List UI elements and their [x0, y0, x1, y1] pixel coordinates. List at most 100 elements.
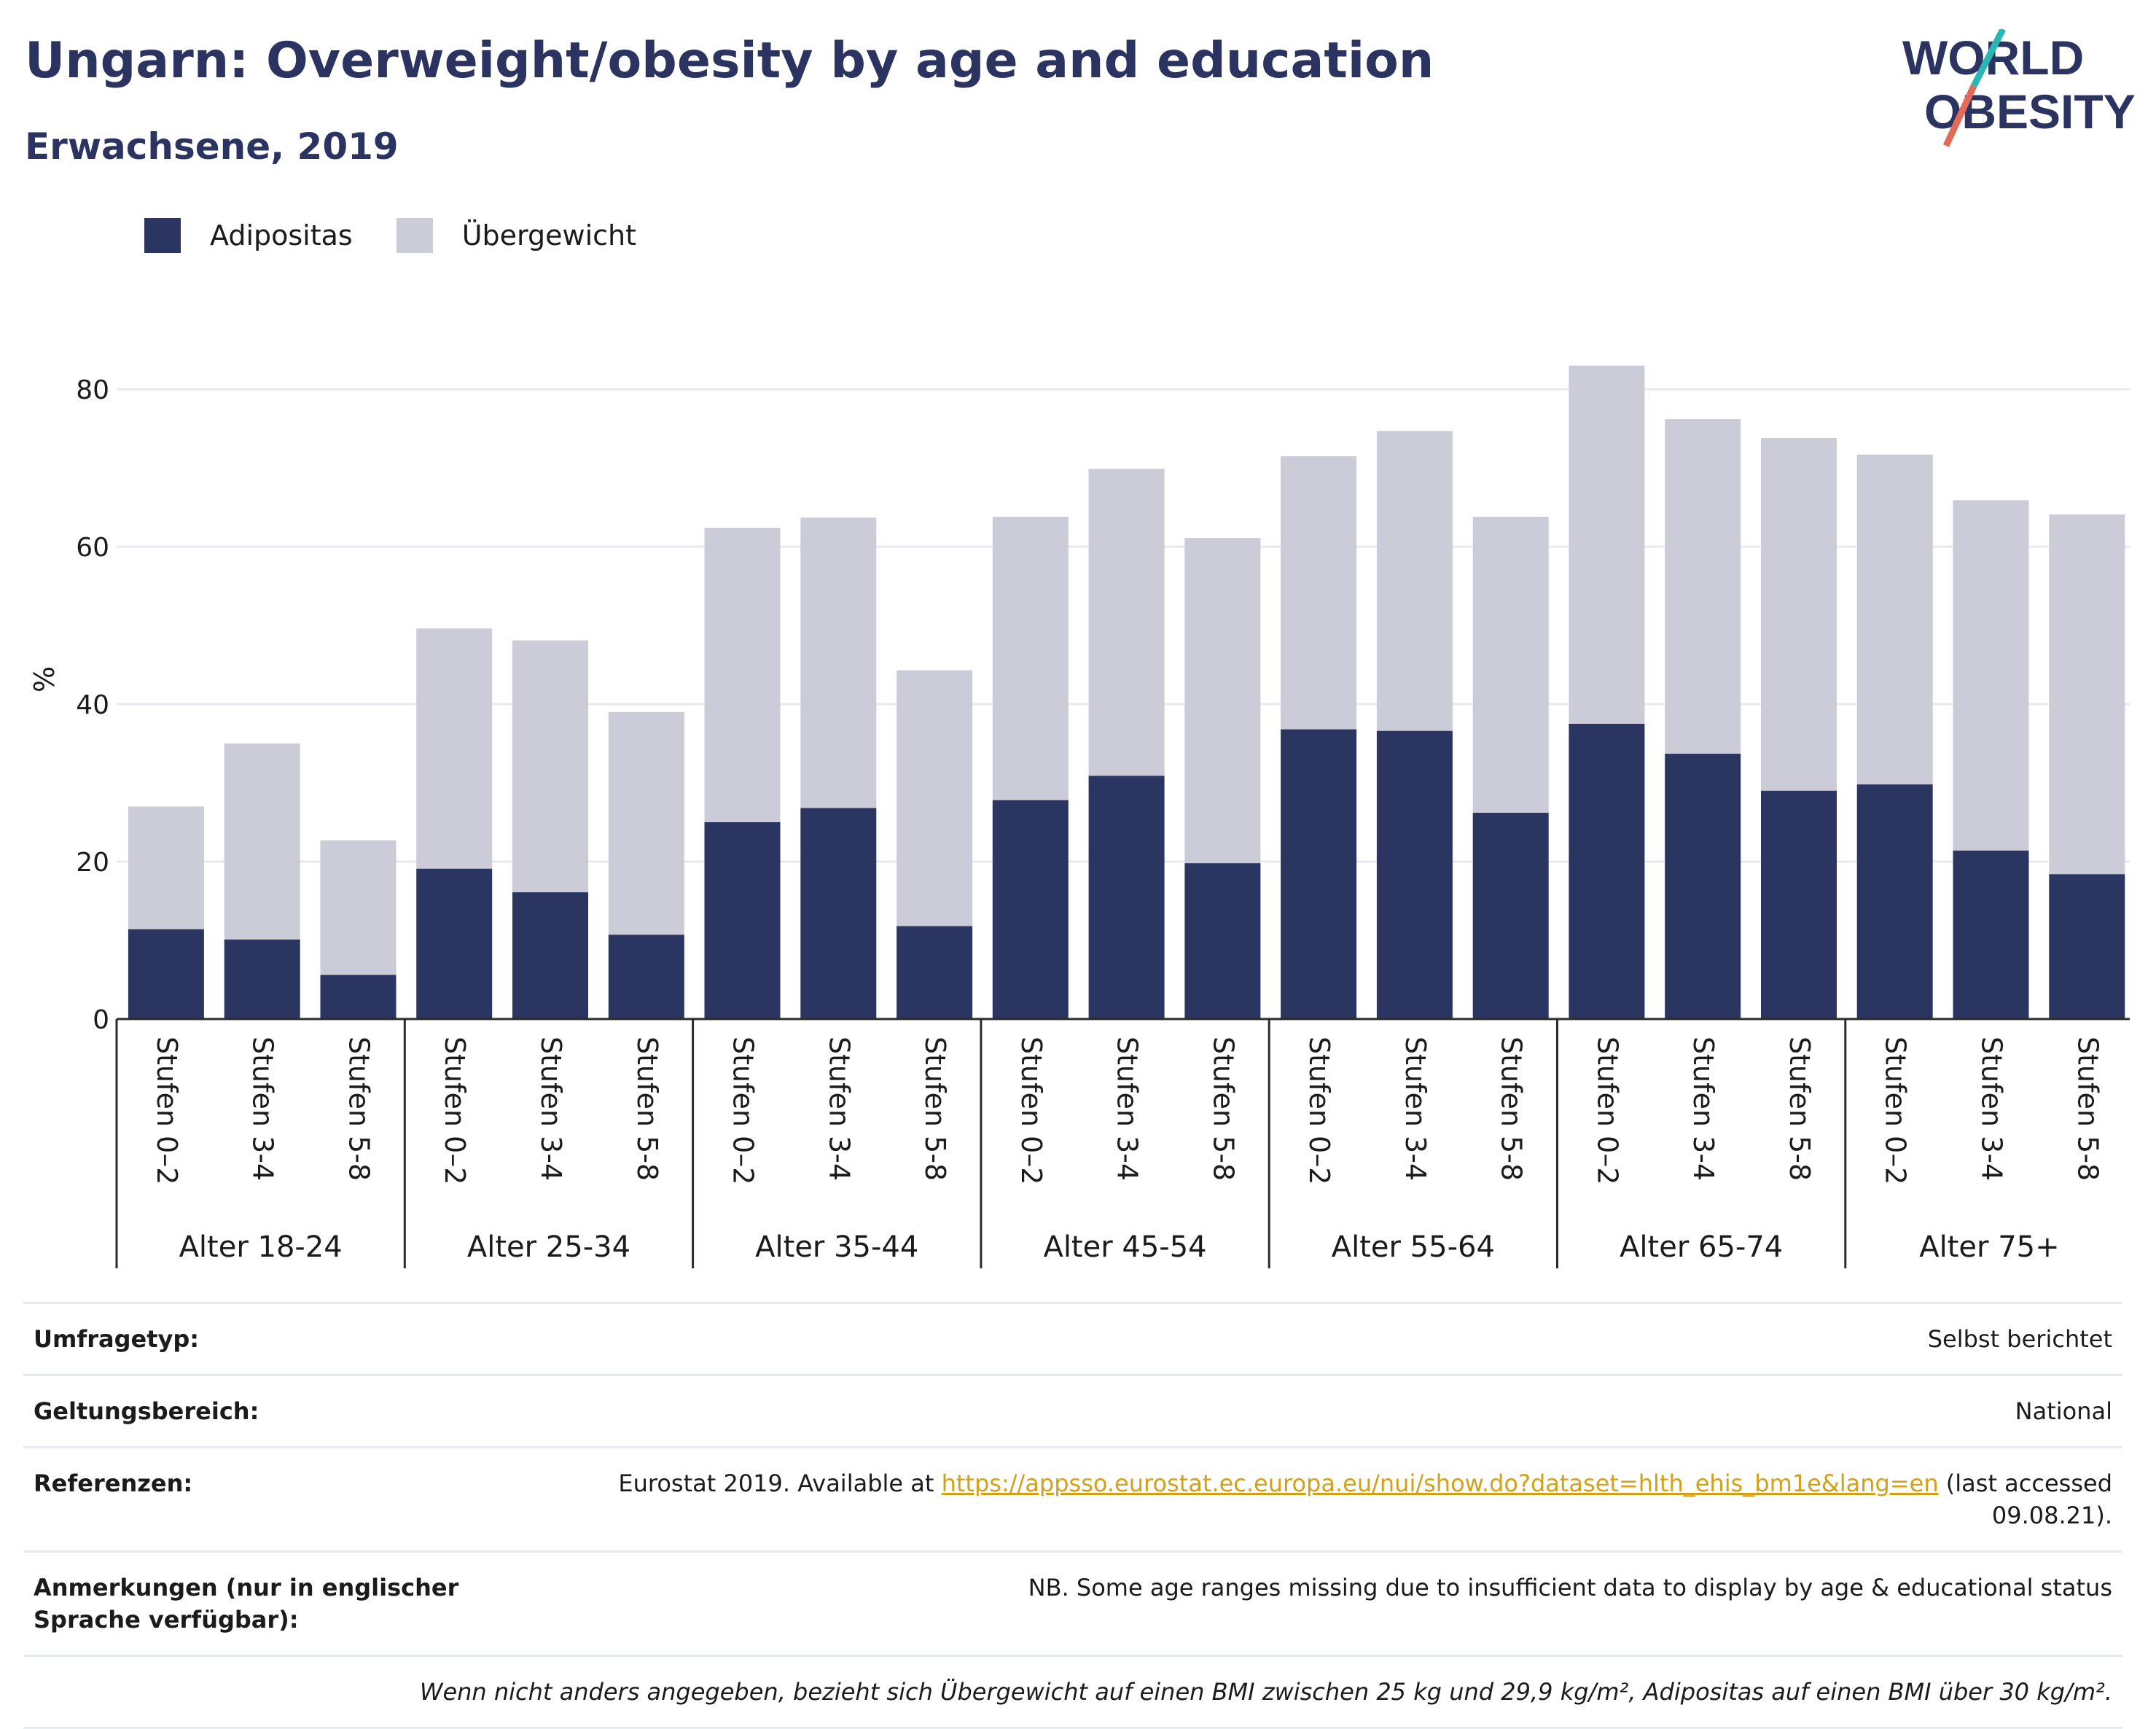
x-subcategory-label: Stufen 0–2	[1015, 1037, 1047, 1184]
y-tick-label: 20	[76, 848, 109, 878]
meta-row-scope: Geltungsbereich: National	[23, 1374, 2122, 1446]
scope-value: National	[2015, 1397, 2112, 1425]
x-subcategory-label: Stufen 0–2	[1591, 1037, 1623, 1184]
y-tick-label: 60	[76, 533, 109, 563]
bar-adipositas	[1569, 724, 1645, 1019]
x-group-label: Alter 35-44	[755, 1230, 918, 1264]
x-subcategory-label: Stufen 5-8	[343, 1037, 375, 1181]
legend-swatch-adipositas	[144, 218, 181, 253]
metadata-table: Umfragetyp: Selbst berichtet Geltungsber…	[23, 1302, 2122, 1729]
references-suffix: (last accessed 09.08.21).	[1938, 1470, 2112, 1529]
bar-uebergewicht	[128, 806, 204, 929]
x-group-label: Alter 25-34	[467, 1230, 630, 1264]
references-prefix: Eurostat 2019. Available at	[618, 1470, 942, 1497]
x-subcategory-label: Stufen 0–2	[1880, 1037, 1912, 1184]
bar-adipositas	[224, 939, 300, 1019]
x-subcategory-label: Stufen 0–2	[151, 1037, 183, 1184]
x-group-label: Alter 75+	[1919, 1230, 2059, 1264]
bar-adipositas	[416, 868, 493, 1019]
x-subcategory-label: Stufen 5-8	[919, 1037, 951, 1181]
definition-text: Wenn nicht anders angegeben, bezieht sic…	[419, 1678, 2112, 1706]
notes-value: NB. Some age ranges missing due to insuf…	[1028, 1574, 2112, 1601]
references-link[interactable]: https://appsso.eurostat.ec.europa.eu/nui…	[941, 1470, 1939, 1497]
x-subcategory-label: Stufen 0–2	[439, 1037, 471, 1184]
x-subcategory-label: Stufen 3-4	[1976, 1037, 2008, 1181]
bar-adipositas	[704, 822, 781, 1019]
bar-uebergewicht	[897, 670, 973, 926]
bar-uebergewicht	[1569, 365, 1645, 724]
bar-uebergewicht	[1184, 538, 1261, 864]
legend-item-uebergewicht: Übergewicht	[396, 218, 636, 253]
x-subcategory-label: Stufen 5-8	[1496, 1037, 1528, 1181]
x-subcategory-label: Stufen 0–2	[1303, 1037, 1335, 1184]
meta-row-notes: Anmerkungen (nur in englischer Sprache v…	[23, 1550, 2122, 1655]
bar-adipositas	[897, 926, 973, 1019]
meta-row-definition: Wenn nicht anders angegeben, bezieht sic…	[23, 1655, 2122, 1729]
bar-adipositas	[1472, 813, 1549, 1019]
x-group-label: Alter 45-54	[1043, 1230, 1206, 1264]
logo-line1: WORLD	[1902, 31, 2084, 85]
x-subcategory-label: Stufen 3-4	[1112, 1037, 1144, 1181]
page-title: Ungarn: Overweight/obesity by age and ed…	[25, 32, 1434, 90]
bar-uebergewicht	[512, 640, 588, 893]
bar-adipositas	[992, 800, 1069, 1019]
bar-uebergewicht	[1088, 469, 1165, 776]
bar-adipositas	[1953, 850, 2029, 1019]
bar-uebergewicht	[416, 628, 493, 869]
bar-uebergewicht	[704, 528, 781, 822]
bar-uebergewicht	[1761, 437, 1837, 791]
bar-uebergewicht	[1472, 516, 1549, 813]
bar-adipositas	[608, 934, 684, 1019]
bar-uebergewicht	[1665, 419, 1741, 754]
legend-label-adipositas: Adipositas	[210, 219, 353, 251]
y-tick-label: 80	[76, 375, 109, 405]
legend-swatch-uebergewicht	[396, 218, 433, 253]
x-subcategory-label: Stufen 0–2	[727, 1037, 759, 1184]
references-value: Eurostat 2019. Available at https://apps…	[558, 1467, 2112, 1531]
bar-uebergewicht	[608, 711, 684, 935]
x-subcategory-label: Stufen 3-4	[1687, 1037, 1719, 1181]
meta-row-references: Referenzen: Eurostat 2019. Available at …	[23, 1446, 2122, 1550]
x-subcategory-label: Stufen 3-4	[823, 1037, 855, 1181]
chart-legend: Adipositas Übergewicht	[144, 217, 680, 254]
y-tick-label: 40	[76, 690, 109, 720]
bar-uebergewicht	[2049, 514, 2125, 875]
bar-uebergewicht	[1281, 456, 1357, 730]
bar-adipositas	[1665, 754, 1741, 1019]
bar-uebergewicht	[1953, 500, 2029, 851]
bar-uebergewicht	[1376, 431, 1453, 731]
y-axis-label: %	[28, 666, 60, 692]
x-subcategory-label: Stufen 5-8	[631, 1037, 663, 1181]
bar-adipositas	[1376, 730, 1453, 1019]
stacked-bar-chart: 0 20 40 60 80% Stufen 0–2 Stufen 3-4 Stufen 5-8…	[28, 365, 2130, 1268]
legend-item-adipositas: Adipositas	[144, 218, 353, 253]
page-subtitle: Erwachsene, 2019	[25, 125, 399, 168]
x-group-label: Alter 18-24	[179, 1230, 343, 1264]
bar-uebergewicht	[1856, 454, 1933, 785]
survey-type-value: Selbst berichtet	[1927, 1325, 2112, 1353]
bar-adipositas	[1761, 790, 1837, 1019]
bar-adipositas	[320, 975, 397, 1019]
x-subcategory-label: Stufen 5-8	[1207, 1037, 1239, 1181]
bar-adipositas	[800, 808, 877, 1019]
bar-adipositas	[512, 892, 588, 1019]
x-subcategory-label: Stufen 5-8	[2071, 1037, 2104, 1181]
bar-adipositas	[2049, 874, 2125, 1019]
bar-adipositas	[128, 929, 204, 1019]
scope-label: Geltungsbereich:	[34, 1397, 259, 1425]
x-subcategory-label: Stufen 3-4	[247, 1037, 279, 1181]
y-tick-label: 0	[93, 1005, 109, 1035]
bar-adipositas	[1281, 729, 1357, 1019]
world-obesity-logo: WORLD OBESITY	[1902, 29, 2136, 147]
bar-uebergewicht	[800, 518, 877, 808]
notes-label: Anmerkungen (nur in englischer Sprache v…	[34, 1574, 459, 1634]
x-group-label: Alter 65-74	[1620, 1230, 1783, 1264]
x-group-label: Alter 55-64	[1332, 1230, 1495, 1264]
survey-type-label: Umfragetyp:	[34, 1325, 200, 1353]
references-label: Referenzen:	[34, 1470, 193, 1497]
bar-adipositas	[1856, 784, 1933, 1019]
bar-uebergewicht	[320, 840, 397, 975]
x-subcategory-label: Stufen 3-4	[535, 1037, 567, 1181]
bar-adipositas	[1184, 863, 1261, 1019]
legend-label-uebergewicht: Übergewicht	[461, 219, 636, 251]
